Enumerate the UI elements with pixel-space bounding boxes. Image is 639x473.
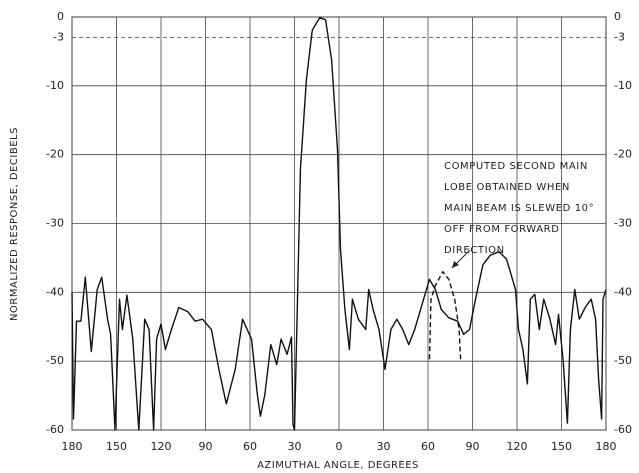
y2-tick-label: 0 [614, 10, 621, 23]
x-tick-label: 120 [151, 440, 172, 453]
x-tick-label: 120 [507, 440, 528, 453]
y2-tick-label: -40 [614, 285, 632, 298]
y2-tick-label: -10 [614, 79, 632, 92]
y-tick-label: -20 [46, 148, 64, 161]
x-tick-label: 180 [596, 440, 617, 453]
annotation: DIRECTION [444, 245, 505, 256]
x-tick-label: 150 [551, 440, 572, 453]
x-tick-label: 60 [243, 440, 257, 453]
y-tick-label: -10 [46, 79, 64, 92]
annotation: MAIN BEAM IS SLEWED 10° [444, 203, 594, 214]
x-tick-label: 30 [377, 440, 391, 453]
y2-tick-label: -60 [614, 423, 632, 436]
annotation-arrowhead [452, 261, 459, 268]
y2-tick-label: -20 [614, 148, 632, 161]
y2-tick-label: -50 [614, 354, 632, 367]
y-tick-label: -3 [53, 31, 64, 44]
y-tick-label: 0 [57, 10, 64, 23]
annotation: OFF FROM FORWARD [444, 224, 560, 235]
x-tick-label: 90 [199, 440, 213, 453]
y-tick-label: -30 [46, 217, 64, 230]
y-axis-title: NORMALIZED RESPONSE, DECIBELS [9, 127, 20, 321]
x-tick-label: 60 [421, 440, 435, 453]
pattern-line [71, 17, 607, 431]
x-tick-label: 90 [466, 440, 480, 453]
y2-tick-label: -3 [614, 31, 625, 44]
y-tick-label: -60 [46, 423, 64, 436]
x-tick-label: 30 [288, 440, 302, 453]
annotation: LOBE OBTAINED WHEN [444, 182, 570, 193]
y-tick-label: -50 [46, 354, 64, 367]
annotation: COMPUTED SECOND MAIN [444, 161, 588, 172]
pattern-line [428, 271, 462, 360]
y2-tick-label: -30 [614, 217, 632, 230]
x-axis-title: AZIMUTHAL ANGLE, DEGREES [257, 460, 419, 471]
x-tick-label: 180 [62, 440, 83, 453]
y-tick-label: -40 [46, 285, 64, 298]
x-tick-label: 0 [336, 440, 343, 453]
x-tick-label: 150 [106, 440, 127, 453]
